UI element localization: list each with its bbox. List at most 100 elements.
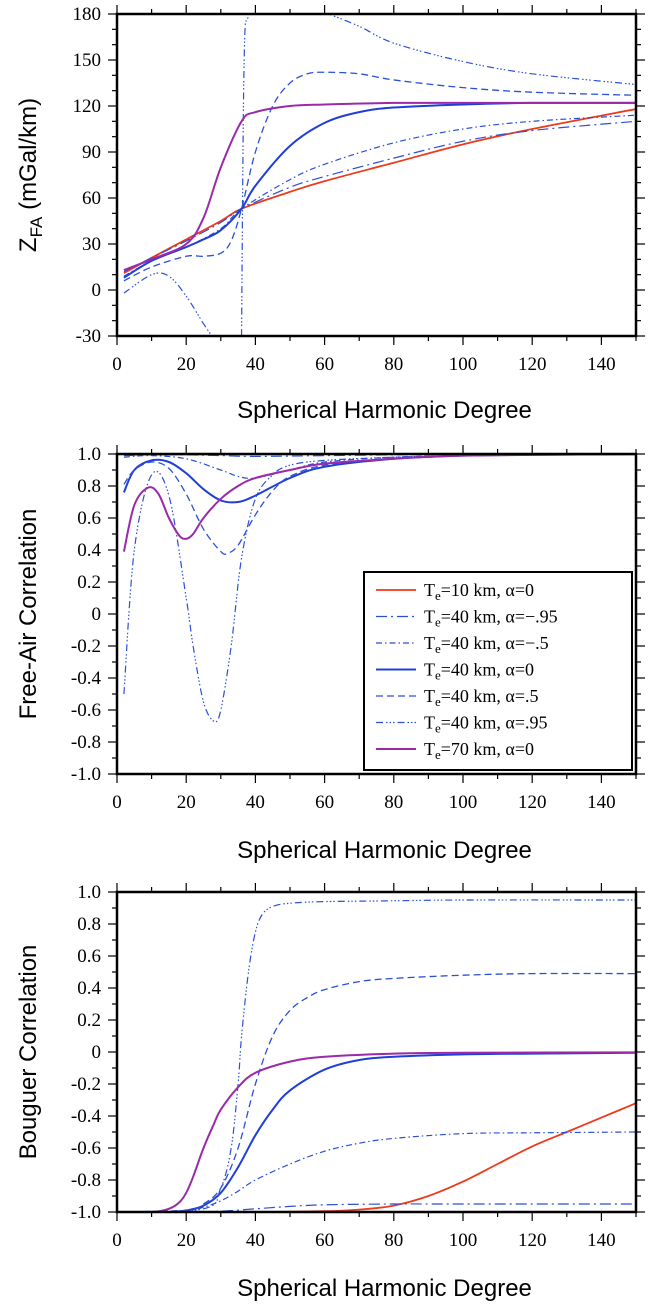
legend-entry: Te=40 km, α=.5 <box>424 686 539 709</box>
series-line-te40-a5 <box>117 972 636 1212</box>
legend-entry-text: =40 km, α=.95 <box>441 713 548 733</box>
legend-entry-text: =70 km, α=0 <box>441 739 534 759</box>
x-axis-title: Spherical Harmonic Degree <box>237 1275 532 1302</box>
x-tick-label: 40 <box>246 792 265 813</box>
y-tick-label: -0.2 <box>71 636 101 657</box>
x-tick-label: 60 <box>315 792 334 813</box>
x-tick-label: 100 <box>449 354 478 375</box>
y-tick-label: 0.6 <box>77 946 101 967</box>
x-tick-label: 20 <box>177 354 196 375</box>
y-tick-label: -1.0 <box>71 1202 101 1223</box>
legend-entry: Te=70 km, α=0 <box>424 739 534 762</box>
y-tick-label: -0.8 <box>71 1170 101 1191</box>
series-line-te40-a95-right <box>240 16 250 336</box>
y-tick-label: -0.2 <box>71 1074 101 1095</box>
series-line-te40-am95 <box>123 120 636 273</box>
series-line-te40-a95-left <box>123 272 213 336</box>
y-axis-title: Free-Air Correlation <box>15 509 42 720</box>
series-line-te40-a0 <box>117 1051 636 1212</box>
y-axis-title: Bouguer Correlation <box>15 945 42 1160</box>
legend-entry-symbol: T <box>424 633 435 653</box>
legend-entry-subscript: e <box>435 747 441 762</box>
y-tick-label: 0.8 <box>77 476 101 497</box>
legend-entry-subscript: e <box>435 694 441 709</box>
y-tick-label: -0.6 <box>71 1138 101 1159</box>
x-tick-label: 0 <box>112 792 122 813</box>
legend-entry-text: =10 km, α=0 <box>441 580 534 600</box>
x-axis-title: Spherical Harmonic Degree <box>237 837 532 864</box>
x-tick-label: 40 <box>246 1230 265 1251</box>
legend-entry-symbol: T <box>424 660 435 680</box>
legend-entry-symbol: T <box>424 580 435 600</box>
series-line-te40-a5 <box>123 71 636 282</box>
legend-entry-subscript: e <box>435 641 441 656</box>
y-tick-label: 0.2 <box>77 572 101 593</box>
legend-entry-subscript: e <box>435 615 441 630</box>
y-tick-label: 90 <box>82 142 101 163</box>
series-line-te10-a0 <box>117 1102 636 1212</box>
x-tick-label: 140 <box>587 1230 616 1251</box>
x-axis-title: Spherical Harmonic Degree <box>237 397 532 424</box>
legend-entry-subscript: e <box>435 588 441 603</box>
x-tick-label: 80 <box>384 354 403 375</box>
legend-entry-text: =40 km, α=−.95 <box>441 607 558 627</box>
series-line-te40-a0 <box>123 454 636 504</box>
x-tick-label: 120 <box>518 1230 547 1251</box>
legend-entry-symbol: T <box>424 739 435 759</box>
series-group <box>117 899 636 1212</box>
y-tick-label: 60 <box>82 188 101 209</box>
legend-box <box>363 571 633 771</box>
legend-entry-text: =40 km, α=0 <box>441 660 534 680</box>
plot-frame <box>115 12 638 338</box>
legend-entry-subscript: e <box>435 721 441 736</box>
series-line-te40-am5 <box>123 114 636 277</box>
y-tick-label: 150 <box>73 50 102 71</box>
y-tick-label: -0.4 <box>71 1106 102 1127</box>
legend-entry: Te=40 km, α=−.95 <box>424 607 558 630</box>
y-axis-title-subscript: FA <box>27 216 46 237</box>
x-tick-label: 60 <box>315 1230 334 1251</box>
series-line-te70-a0 <box>123 101 636 272</box>
x-tick-label: 80 <box>384 792 403 813</box>
y-tick-label: 30 <box>82 234 101 255</box>
y-tick-label: -30 <box>76 326 101 347</box>
y-tick-label: 0.4 <box>77 978 101 999</box>
x-tick-label: 140 <box>587 354 616 375</box>
y-tick-label: 0 <box>92 604 102 625</box>
y-tick-label: -0.8 <box>71 732 101 753</box>
series-line-te40-a95-tail <box>326 14 636 86</box>
x-tick-label: 0 <box>112 354 122 375</box>
x-tick-label: 20 <box>177 1230 196 1251</box>
y-tick-label: 120 <box>73 96 102 117</box>
legend-entry-symbol: T <box>424 686 435 706</box>
y-tick-label: 0.2 <box>77 1010 101 1031</box>
legend-entry-text: =40 km, α=.5 <box>441 686 539 706</box>
legend-entry-symbol: T <box>424 713 435 733</box>
x-tick-label: 60 <box>315 354 334 375</box>
series-line-te40-a5 <box>123 454 636 555</box>
series-line-te40-am5 <box>123 454 636 479</box>
series-line-te40-a95 <box>123 454 636 723</box>
x-tick-label: 140 <box>587 792 616 813</box>
series-line-te40-am5 <box>117 1131 636 1212</box>
series-line-te40-a0 <box>123 101 636 279</box>
y-tick-label: 0.6 <box>77 508 101 529</box>
series-line-te40-a95 <box>117 899 636 1212</box>
x-tick-label: 0 <box>112 1230 122 1251</box>
legend-entry: Te=10 km, α=0 <box>424 580 534 603</box>
y-tick-label: 180 <box>73 4 102 25</box>
y-tick-label: 0 <box>92 1042 102 1063</box>
zfa-panel: 0 20 40 60 80 100 120 140 -30 0 30 60 90 120 150 180 Sph… <box>15 4 645 424</box>
x-tick-label: 100 <box>449 792 478 813</box>
y-tick-label: 0 <box>92 280 102 301</box>
x-tick-label: 100 <box>449 1230 478 1251</box>
y-tick-label: 0.8 <box>77 914 101 935</box>
series-group <box>123 14 636 336</box>
y-axis-title: ZFA (mGal/km) <box>15 98 46 252</box>
x-tick-label: 20 <box>177 792 196 813</box>
series-line-te10-a0 <box>123 108 636 274</box>
x-tick-label: 40 <box>246 354 265 375</box>
y-tick-label: 0.4 <box>77 540 101 561</box>
